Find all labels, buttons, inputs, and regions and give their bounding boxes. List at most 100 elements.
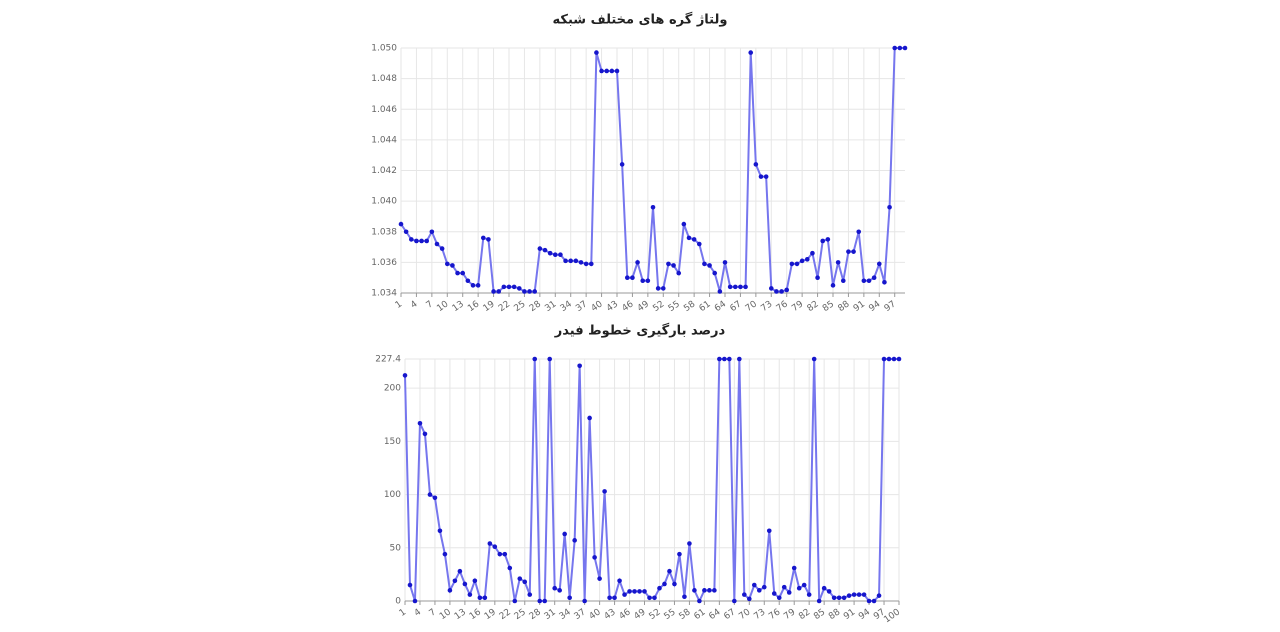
point [821, 585, 827, 591]
point [737, 356, 742, 362]
y-tick-label: 1.040 [371, 197, 397, 207]
point [558, 252, 563, 258]
x-tick-label: 40 [590, 299, 605, 314]
y-tick-label: 0 [395, 597, 401, 607]
point [789, 261, 795, 267]
point [811, 356, 817, 362]
point [810, 250, 815, 256]
point [660, 286, 666, 291]
point [707, 588, 712, 593]
point [487, 541, 493, 546]
point [742, 592, 747, 597]
point [630, 275, 635, 280]
point [851, 592, 857, 597]
point [642, 589, 647, 594]
point [447, 588, 453, 593]
point [806, 592, 812, 597]
x-tick-label: 10 [438, 607, 453, 622]
x-tick-label: 55 [662, 607, 677, 622]
x-tick-label: 91 [852, 299, 867, 314]
point [882, 279, 887, 285]
x-tick-label: 22 [498, 607, 513, 622]
point [408, 237, 414, 242]
point [681, 221, 687, 227]
point [815, 275, 820, 280]
point [902, 45, 908, 51]
point [779, 289, 784, 294]
y-tick-label: 1.046 [371, 105, 397, 115]
point [455, 270, 460, 276]
point [841, 595, 847, 601]
point [712, 270, 718, 276]
point [794, 261, 800, 267]
point [434, 241, 440, 247]
x-tick-label: 82 [797, 607, 812, 622]
point [761, 584, 767, 590]
x-tick-label: 31 [543, 607, 558, 622]
point [398, 221, 404, 227]
point [403, 229, 409, 235]
x-tick-label: 58 [677, 607, 692, 622]
point [696, 241, 702, 247]
x-tick-label: 64 [707, 607, 722, 622]
point [881, 356, 887, 362]
x-tick-label: 46 [620, 299, 635, 314]
point [594, 50, 599, 55]
point [666, 261, 671, 267]
point [820, 238, 826, 244]
x-tick-label: 49 [636, 299, 651, 314]
point [552, 585, 557, 591]
point [442, 551, 448, 557]
point [567, 595, 572, 601]
point [573, 258, 579, 264]
point [460, 270, 466, 276]
point [552, 252, 558, 258]
point [402, 373, 408, 378]
point [547, 250, 553, 256]
point [692, 588, 697, 593]
point [676, 270, 682, 276]
point [796, 585, 802, 591]
point [645, 278, 651, 284]
y-tick-label: 150 [384, 437, 401, 447]
point [866, 278, 872, 284]
point [835, 260, 841, 265]
y-tick-label: 1.042 [371, 166, 397, 176]
point [582, 598, 587, 604]
point [614, 68, 620, 74]
point [836, 595, 842, 601]
point [876, 593, 882, 598]
point [657, 585, 662, 591]
x-tick-label: 79 [790, 299, 805, 314]
point [732, 284, 738, 290]
point [475, 283, 481, 288]
x-tick-label: 37 [573, 607, 588, 622]
point [407, 582, 413, 588]
point [578, 260, 584, 265]
point [491, 289, 496, 294]
x-tick-label: 13 [453, 607, 468, 622]
point [617, 578, 622, 584]
point [748, 50, 754, 55]
point [462, 581, 468, 587]
point [604, 68, 610, 74]
x-tick-label: 31 [543, 299, 558, 314]
point [866, 598, 872, 604]
x-tick-label: 7 [428, 607, 438, 618]
x-tick-label: 70 [737, 607, 752, 622]
line [400, 47, 905, 293]
point [506, 284, 512, 290]
x-tick-label: 94 [857, 607, 872, 622]
point [846, 593, 852, 598]
x-tick-label: 28 [528, 299, 543, 314]
point [825, 237, 831, 242]
point [677, 551, 682, 557]
point [563, 258, 568, 264]
x-tick-label: 61 [698, 299, 713, 314]
point [781, 584, 787, 590]
point [871, 598, 877, 604]
x-tick-label: 40 [588, 607, 603, 622]
point [712, 588, 717, 593]
point [427, 492, 433, 497]
